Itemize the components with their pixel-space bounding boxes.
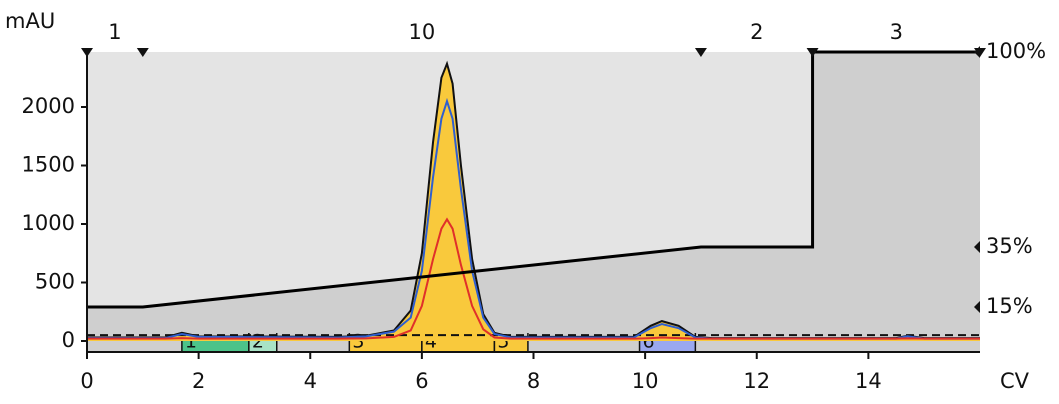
x-axis-label: CV [1000, 369, 1030, 393]
y2-tick [974, 241, 980, 253]
x-tick-label: 6 [415, 369, 428, 393]
phase-marker [806, 48, 819, 57]
x-tick-label: 10 [632, 369, 659, 393]
phase-marker [694, 48, 707, 57]
y2-tick-label: 15% [986, 294, 1033, 318]
x-tick-label: 0 [80, 369, 93, 393]
x-tick-label: 8 [527, 369, 540, 393]
phase-label: 10 [409, 20, 436, 44]
y-tick-label: 500 [35, 269, 75, 293]
y-tick-label: 1500 [22, 152, 75, 176]
phase-label: 2 [750, 20, 763, 44]
x-tick-label: 2 [192, 369, 205, 393]
y-axis-label: mAU [5, 9, 55, 33]
y2-tick [974, 301, 980, 313]
y-tick-label: 2000 [22, 94, 75, 118]
fraction-label: 3 [352, 331, 364, 353]
fraction-label: 2 [252, 331, 264, 353]
phase-marker [136, 48, 149, 57]
x-tick-label: 14 [855, 369, 882, 393]
y2-tick [974, 46, 980, 58]
y-tick-label: 0 [62, 328, 75, 352]
y-tick-label: 1000 [22, 211, 75, 235]
y2-tick-label: 35% [986, 234, 1033, 258]
curve [87, 217, 980, 340]
gradient-area [87, 52, 980, 352]
gradient-line [87, 50, 980, 309]
y2-tick-label: 100% [986, 39, 1046, 63]
phase-label: 3 [890, 20, 903, 44]
x-tick-label: 4 [304, 369, 317, 393]
x-tick-label: 12 [743, 369, 770, 393]
phase-label: 1 [108, 20, 121, 44]
